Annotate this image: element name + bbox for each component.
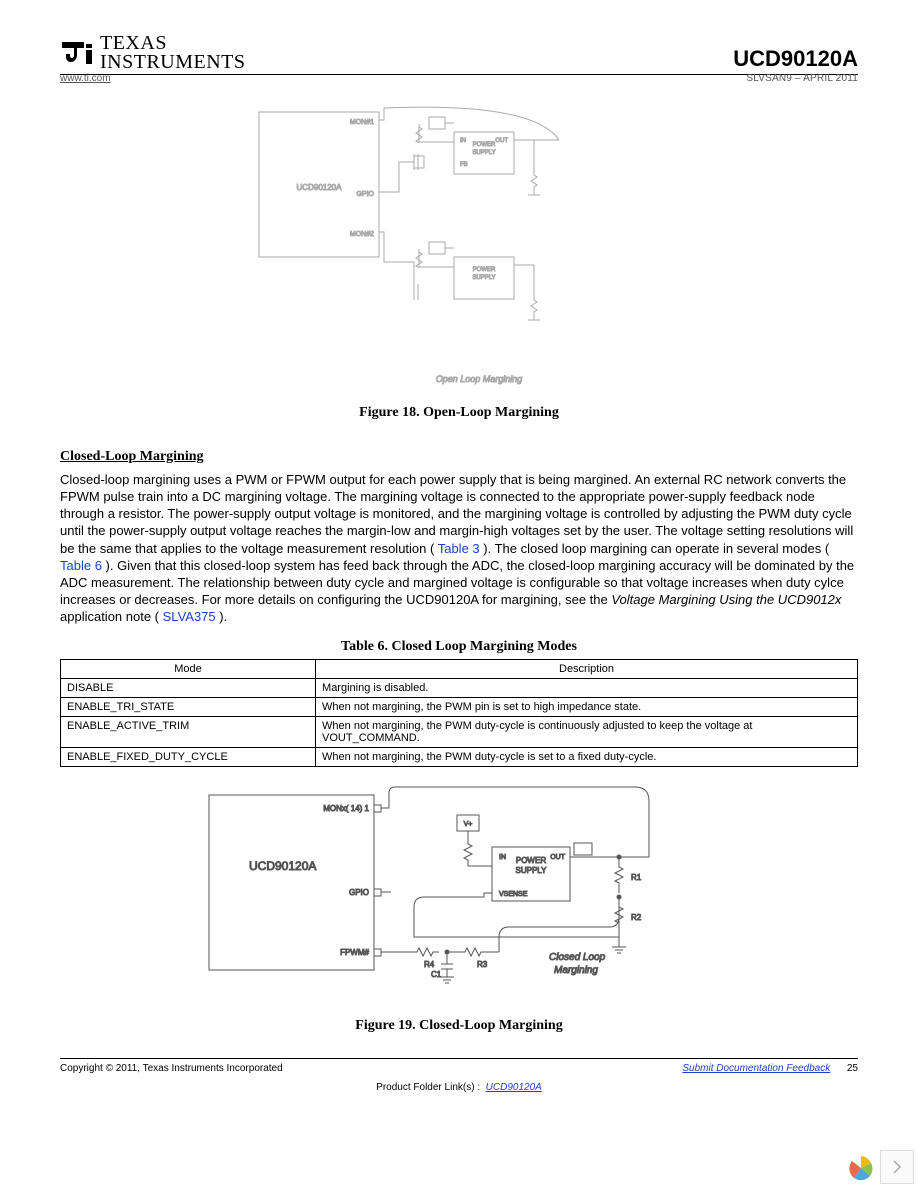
svg-text:Margining: Margining [554,965,598,976]
next-page-button[interactable] [880,1150,914,1184]
svg-text:SUPPLY: SUPPLY [472,150,495,156]
svg-text:GPIO: GPIO [349,888,369,897]
part-number: UCD90120A [733,46,858,72]
company-name-2: INSTRUMENTS [100,53,246,72]
figure-19-caption: Figure 19. Closed-Loop Margining [60,1018,858,1034]
section-heading: Closed-Loop Margining [60,449,858,465]
svg-text:R1: R1 [631,873,642,882]
svg-text:IN: IN [499,854,506,861]
svg-text:MONx( 14) 1: MONx( 14) 1 [323,804,369,813]
figure-18: UCD90120A MON#1 GPIO MON#2 POWER SUPPLY … [60,102,858,421]
table6-link[interactable]: Table 6 [60,558,102,573]
page-number: 25 [847,1063,858,1074]
svg-text:UCD90120A: UCD90120A [297,183,343,192]
svg-text:MON#1: MON#1 [350,119,374,126]
table6-caption: Table 6. Closed Loop Margining Modes [60,639,858,655]
figure-18-caption: Figure 18. Open-Loop Margining [60,405,858,421]
svg-text:MON#2: MON#2 [350,231,374,238]
table-row: ENABLE_TRI_STATEWhen not margining, the … [61,698,858,717]
svg-text:V+: V+ [464,821,473,828]
svg-text:C1: C1 [431,970,442,979]
svg-text:R3: R3 [477,960,488,969]
svg-text:FB: FB [460,162,468,168]
table-row: DISABLEMargining is disabled. [61,679,858,698]
svg-text:SUPPLY: SUPPLY [516,866,548,875]
svg-text:R4: R4 [424,960,435,969]
svg-text:UCD90120A: UCD90120A [249,859,316,873]
figure-18-diagram: UCD90120A MON#1 GPIO MON#2 POWER SUPPLY … [249,102,669,392]
feedback-link[interactable]: Submit Documentation Feedback [682,1063,830,1074]
site-link[interactable]: www.ti.com [60,73,111,84]
table3-link[interactable]: Table 3 [438,541,480,556]
svg-text:VSENSE: VSENSE [499,891,528,898]
ti-logo-icon [60,38,94,68]
figure-19-diagram: UCD90120A MONx( 14) 1 GPIO FPWM# V+ POWE… [199,785,719,1005]
slva375-link[interactable]: SLVA375 [163,609,216,624]
table6-head-desc: Description [316,660,858,679]
svg-text:R2: R2 [631,913,642,922]
folder-label: Product Folder Link(s) : [376,1082,480,1093]
svg-text:Closed Loop: Closed Loop [549,952,606,963]
svg-text:POWER: POWER [473,267,496,273]
table-row: ENABLE_FIXED_DUTY_CYCLEWhen not marginin… [61,748,858,767]
viewer-badge-icon [846,1153,876,1186]
svg-text:IN: IN [460,138,466,144]
svg-text:OUT: OUT [495,138,508,144]
section-paragraph: Closed-loop margining uses a PWM or FPWM… [60,471,858,625]
svg-text:POWER: POWER [473,142,496,148]
page-footer: Copyright © 2011, Texas Instruments Inco… [60,1063,858,1074]
ti-logo: TEXAS INSTRUMENTS [60,34,246,72]
svg-text:Open Loop Margining: Open Loop Margining [436,374,523,384]
svg-text:GPIO: GPIO [356,191,374,198]
svg-text:POWER: POWER [516,856,546,865]
svg-text:FPWM#: FPWM# [340,948,369,957]
svg-text:SUPPLY: SUPPLY [472,275,495,281]
page-header: TEXAS INSTRUMENTS UCD90120A [60,34,858,72]
table-row: ENABLE_ACTIVE_TRIMWhen not margining, th… [61,717,858,748]
copyright-text: Copyright © 2011, Texas Instruments Inco… [60,1063,283,1074]
table6: Mode Description DISABLEMargining is dis… [60,659,858,767]
svg-text:OUT: OUT [550,854,566,861]
table6-head-mode: Mode [61,660,316,679]
figure-19: UCD90120A MONx( 14) 1 GPIO FPWM# V+ POWE… [60,785,858,1034]
revision-text: SLVSAN9 – APRIL 2011 [746,73,858,84]
folder-link[interactable]: UCD90120A [486,1082,542,1093]
